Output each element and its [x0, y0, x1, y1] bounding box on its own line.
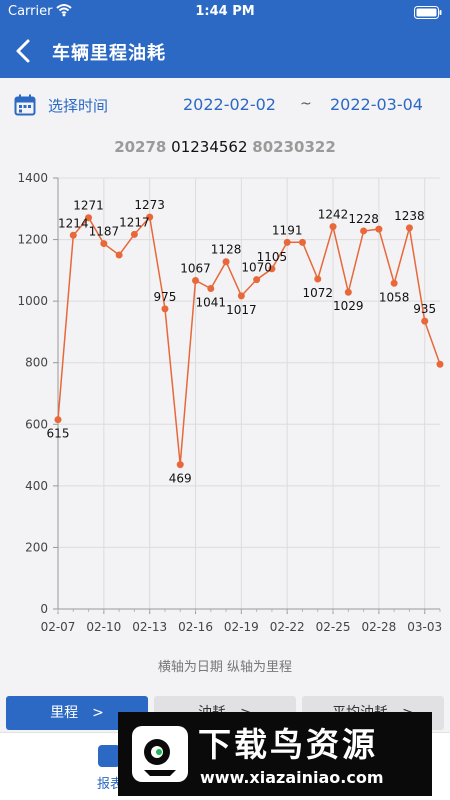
y-tick-label: 1000 — [17, 294, 48, 308]
y-tick-label: 0 — [40, 602, 48, 616]
data-point — [390, 279, 398, 287]
x-tick-label: 02-19 — [224, 620, 259, 634]
select-time-label[interactable]: 选择时间 — [48, 97, 109, 115]
watermark-url: www.xiazainiao.com — [200, 768, 384, 787]
y-tick-label: 800 — [25, 356, 48, 370]
plate-current[interactable]: 01234562 — [171, 138, 248, 156]
watermark-banner: 下载鸟资源 www.xiazainiao.com — [118, 712, 432, 796]
plate-selector: 20278 01234562 80230322 — [0, 138, 450, 156]
data-label: 1187 — [89, 225, 120, 239]
date-separator: ~ — [300, 96, 312, 112]
data-point — [69, 231, 77, 239]
data-point — [268, 265, 276, 273]
data-label: 975 — [154, 290, 177, 304]
data-label: 1271 — [73, 199, 104, 213]
status-bar: Carrier 1:44 PM — [0, 0, 450, 24]
data-label: 1067 — [180, 262, 211, 276]
data-label: 469 — [169, 472, 192, 486]
data-point — [222, 258, 230, 266]
data-point — [360, 227, 368, 235]
data-label: 1242 — [318, 208, 349, 222]
plate-next[interactable]: 80230322 — [252, 138, 336, 156]
status-time: 1:44 PM — [195, 4, 255, 19]
data-point — [298, 238, 306, 246]
y-tick-label: 600 — [25, 417, 48, 431]
data-point — [344, 288, 352, 296]
date-range-row: 选择时间 2022-02-02 ~ 2022-03-04 — [0, 88, 450, 124]
data-label: 1191 — [272, 223, 303, 237]
axis-caption: 横轴为日期 纵轴为里程 — [157, 660, 293, 675]
y-tick-label: 1200 — [17, 233, 48, 247]
bird-logo-icon — [132, 726, 188, 782]
x-tick-label: 03-03 — [407, 620, 442, 634]
data-label: 1217 — [119, 215, 150, 229]
mileage-line-chart: 0 200 400 600 800 1000 1200 1400 02-07 02-10 02-13… — [17, 171, 444, 634]
data-label: 1070 — [241, 261, 272, 275]
data-point — [283, 238, 291, 246]
data-point — [436, 360, 444, 368]
y-tick-label: 400 — [25, 479, 48, 493]
data-point — [176, 461, 184, 469]
data-label: 615 — [47, 427, 70, 441]
data-label: 1128 — [211, 243, 242, 257]
data-point — [146, 213, 154, 221]
data-label: 1273 — [134, 198, 165, 212]
top-bar: Carrier 1:44 PM 车辆里程油耗 — [0, 0, 450, 78]
data-point — [192, 277, 200, 285]
report-label[interactable]: 报表 — [97, 777, 124, 792]
data-label: 935 — [413, 302, 436, 316]
data-point — [115, 251, 123, 259]
wifi-icon — [56, 4, 72, 17]
x-tick-label: 02-07 — [41, 620, 76, 634]
watermark-title: 下载鸟资源 — [198, 725, 378, 764]
data-point — [161, 305, 169, 313]
plate-prev[interactable]: 20278 — [114, 138, 167, 156]
data-label: 1238 — [394, 209, 425, 223]
x-tick-label: 02-10 — [86, 620, 121, 634]
data-point — [421, 317, 429, 325]
end-date[interactable]: 2022-03-04 — [330, 95, 423, 114]
data-label: 1017 — [226, 303, 257, 317]
data-label: 1029 — [333, 299, 364, 313]
data-point — [314, 275, 322, 283]
nav-bar: 车辆里程油耗 — [0, 24, 450, 78]
x-tick-label: 02-25 — [316, 620, 351, 634]
x-tick-label: 02-16 — [178, 620, 213, 634]
data-point — [130, 230, 138, 238]
chevron-left-icon[interactable] — [12, 37, 36, 65]
plot-area — [58, 178, 440, 609]
data-point — [253, 276, 261, 284]
x-tick-label: 02-22 — [270, 620, 305, 634]
data-label: 1041 — [196, 296, 227, 310]
data-point — [237, 292, 245, 300]
battery-icon — [414, 6, 442, 19]
data-label: 1105 — [257, 250, 288, 264]
data-label: 1228 — [348, 212, 379, 226]
carrier-label: Carrier — [8, 4, 53, 19]
x-tick-label: 02-28 — [361, 620, 396, 634]
x-tick-label: 02-13 — [132, 620, 167, 634]
start-date[interactable]: 2022-02-02 — [183, 95, 276, 114]
page-title: 车辆里程油耗 — [52, 43, 166, 64]
data-point — [54, 416, 62, 424]
data-label: 1214 — [58, 216, 89, 230]
data-point — [375, 225, 383, 233]
report-icon[interactable] — [98, 745, 120, 767]
data-point — [329, 223, 337, 231]
data-point — [85, 214, 93, 222]
y-tick-label: 1400 — [17, 171, 48, 185]
data-label: 1058 — [379, 290, 410, 304]
data-point — [405, 224, 413, 232]
calendar-icon[interactable] — [14, 94, 36, 116]
data-label: 1072 — [302, 286, 333, 300]
data-point — [207, 285, 215, 293]
y-tick-label: 200 — [25, 540, 48, 554]
data-point — [100, 240, 108, 248]
